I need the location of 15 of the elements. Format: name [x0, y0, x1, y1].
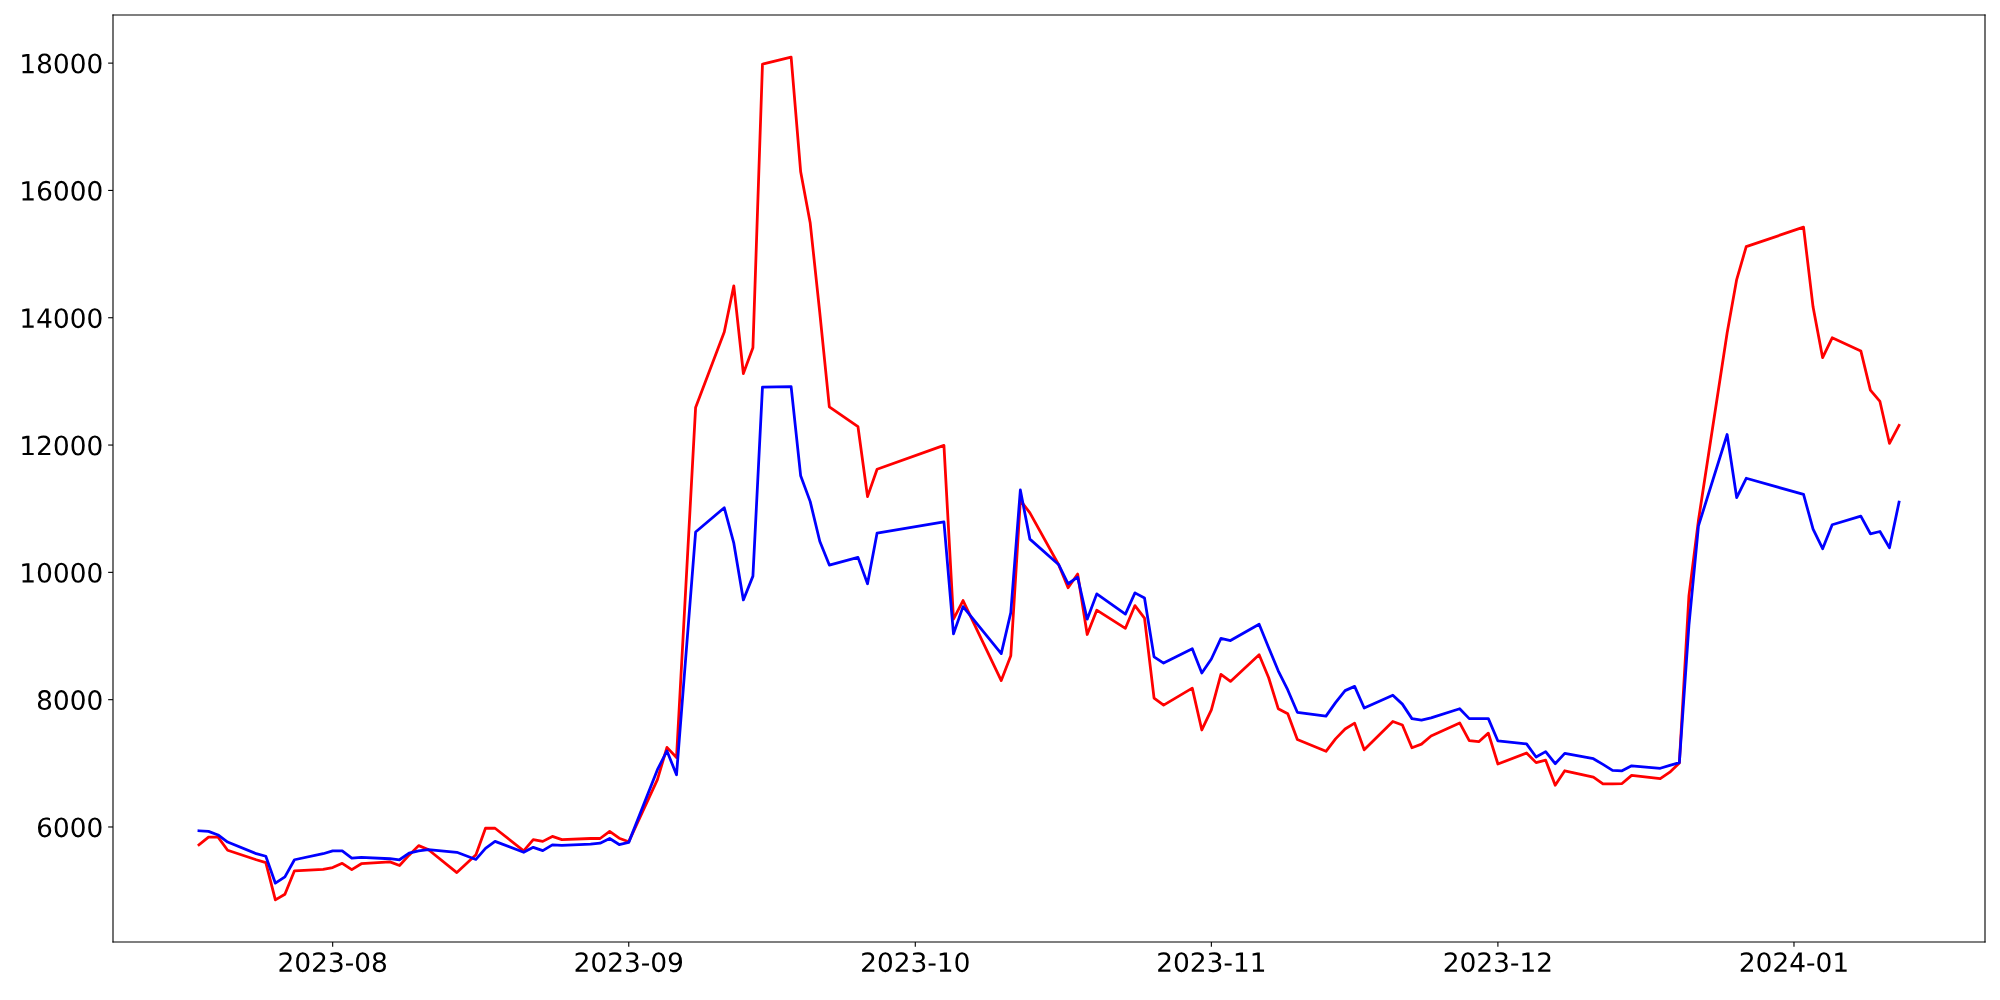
x-tick-label: 2023-08: [279, 952, 386, 973]
x-tick-label: 2023-10: [862, 952, 969, 973]
y-tick-label: 8000: [37, 690, 102, 711]
x-tick-label: 2023-12: [1444, 952, 1551, 973]
y-tick-label: 12000: [22, 435, 102, 456]
line-series: [197, 55, 1901, 902]
y-tick-label: 16000: [22, 180, 102, 201]
x-tick-label: 2024-01: [1740, 952, 1847, 973]
line-series: [197, 385, 1901, 885]
x-tick-label: 2023-09: [575, 952, 683, 973]
y-tick-label: 18000: [22, 53, 102, 74]
x-tick-label: 2023-11: [1158, 952, 1265, 973]
y-tick-label: 14000: [22, 308, 102, 329]
y-tick-label: 10000: [22, 562, 102, 583]
y-tick-label: 6000: [37, 817, 102, 838]
